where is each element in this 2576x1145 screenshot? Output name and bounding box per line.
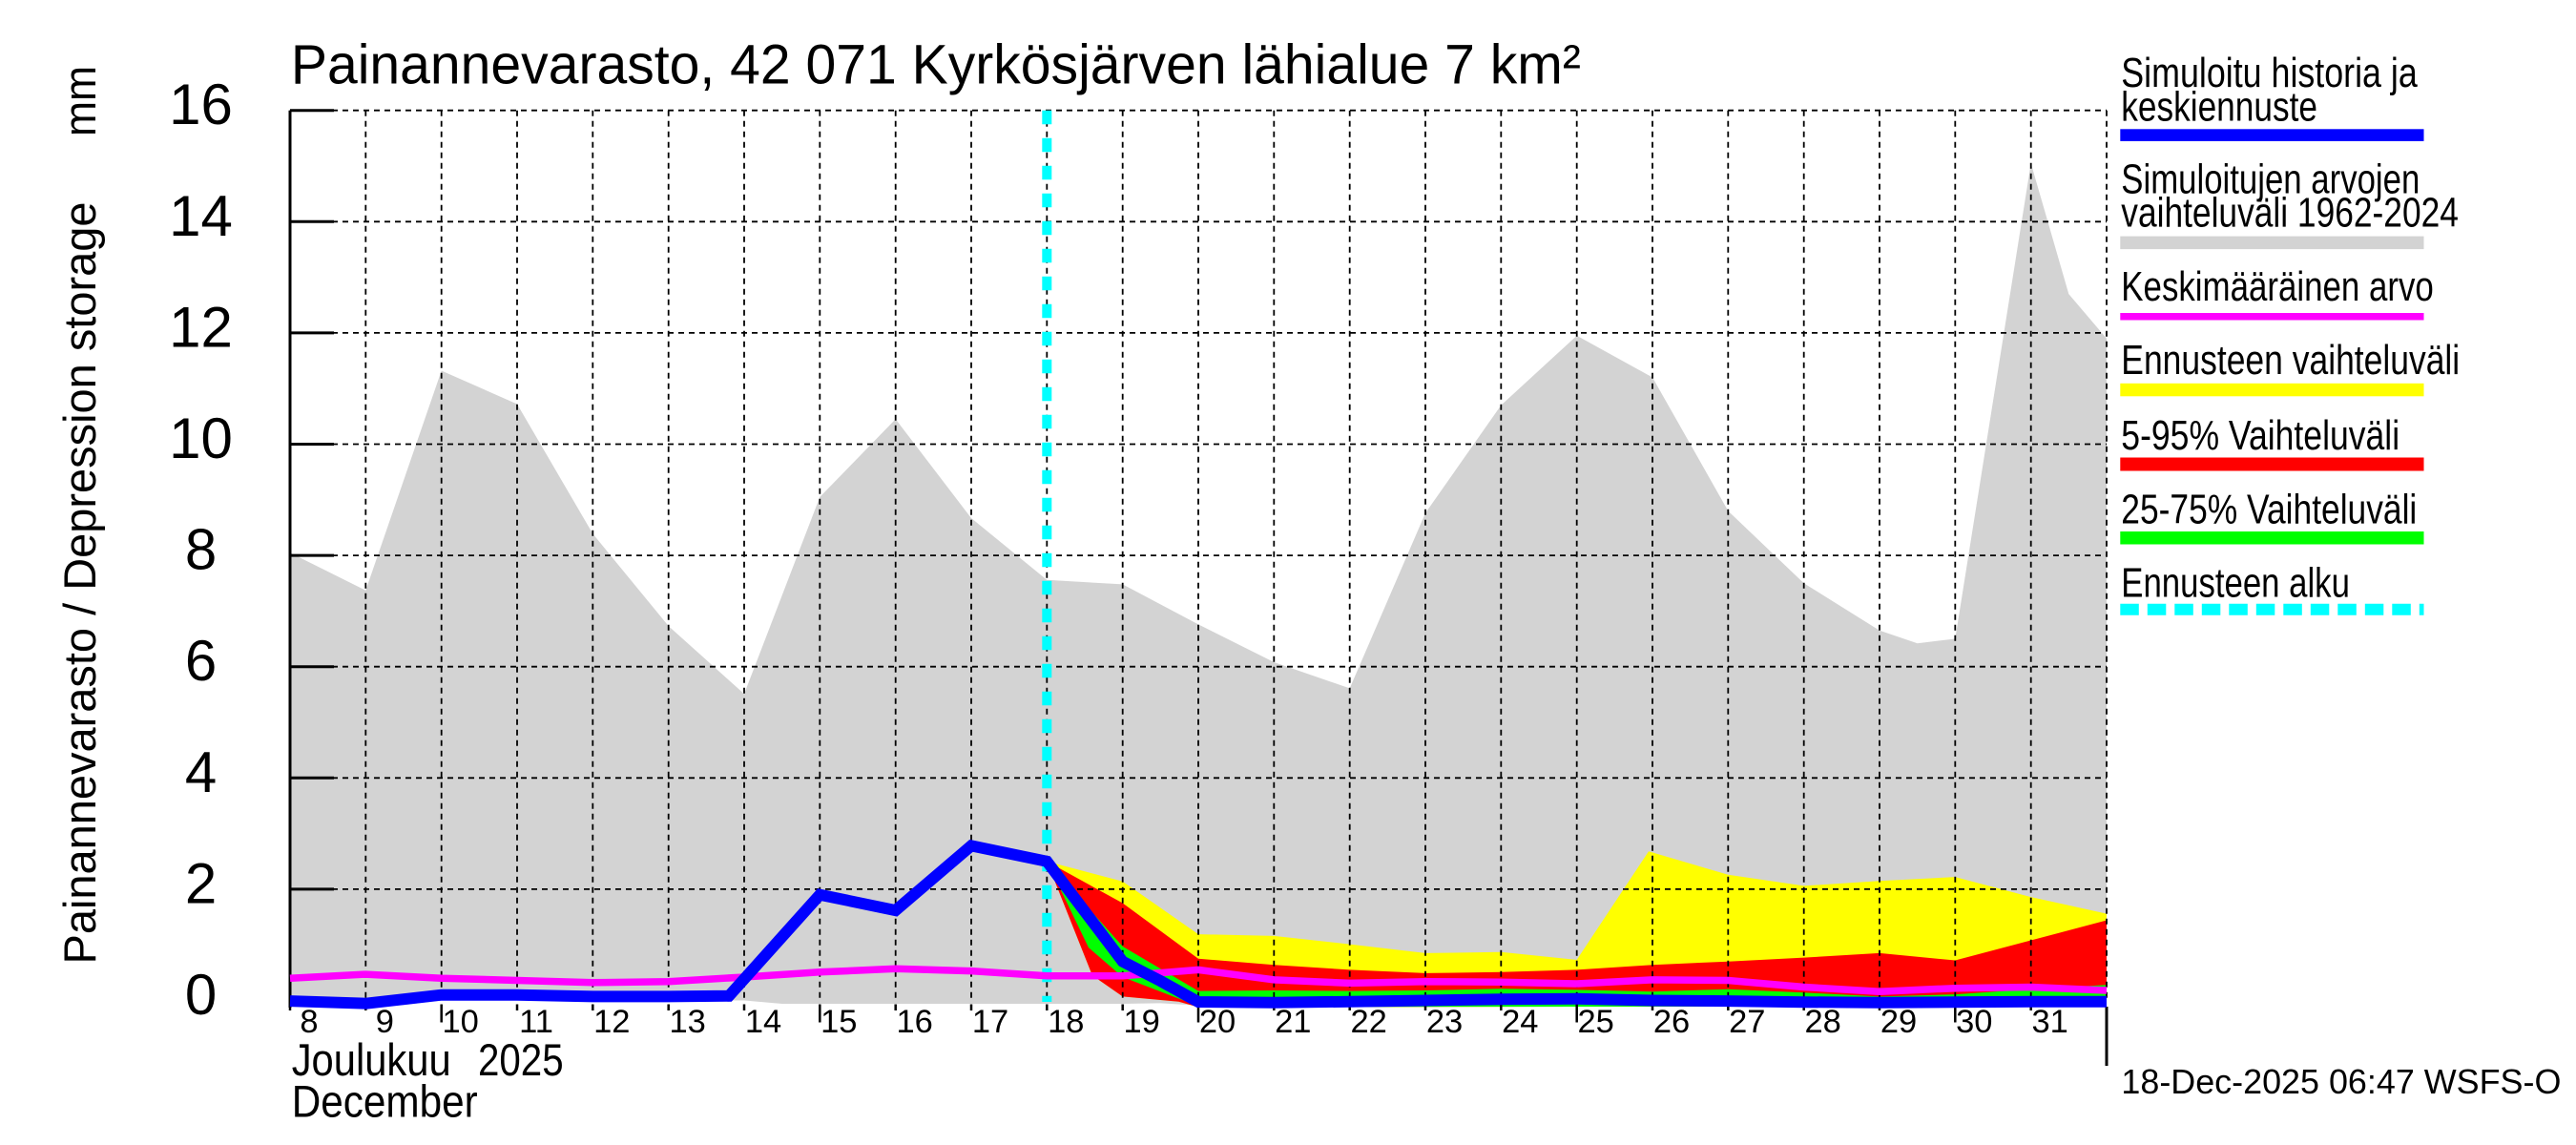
svg-text:4: 4 (185, 740, 217, 804)
svg-text:30: 30 (1956, 1004, 1992, 1040)
svg-text:18: 18 (1048, 1004, 1084, 1040)
svg-text:11: 11 (519, 1004, 553, 1040)
svg-text:2025: 2025 (478, 1034, 564, 1085)
svg-text:10: 10 (169, 406, 233, 470)
svg-text:27: 27 (1729, 1004, 1765, 1040)
svg-text:December: December (292, 1076, 478, 1127)
svg-text:17: 17 (972, 1004, 1008, 1040)
svg-text:23: 23 (1426, 1004, 1463, 1040)
svg-text:8: 8 (185, 518, 217, 582)
svg-text:25: 25 (1578, 1004, 1614, 1040)
svg-text:14: 14 (169, 184, 233, 248)
svg-text:16: 16 (169, 73, 233, 136)
svg-text:6: 6 (185, 629, 217, 693)
svg-text:26: 26 (1653, 1004, 1690, 1040)
svg-text:15: 15 (821, 1004, 857, 1040)
svg-text:8: 8 (300, 1004, 318, 1040)
svg-text:Painannevarasto, 42 071 Kyrkös: Painannevarasto, 42 071 Kyrkösjärven läh… (291, 34, 1581, 96)
svg-text:22: 22 (1351, 1004, 1387, 1040)
svg-text:Ennusteen vaihteluväli: Ennusteen vaihteluväli (2121, 337, 2460, 384)
svg-text:mm: mm (54, 66, 105, 136)
svg-text:2: 2 (185, 851, 217, 915)
svg-text:24: 24 (1502, 1004, 1538, 1040)
svg-text:28: 28 (1805, 1004, 1841, 1040)
svg-text:31: 31 (2032, 1004, 2068, 1040)
svg-text:Joulukuu: Joulukuu (292, 1034, 451, 1085)
svg-text:29: 29 (1880, 1004, 1917, 1040)
svg-text:0: 0 (185, 963, 217, 1027)
svg-text:5-95% Vaihteluväli: 5-95% Vaihteluväli (2121, 412, 2399, 459)
svg-text:Simuloitu historia ja: Simuloitu historia ja (2121, 50, 2418, 96)
svg-text:Painannevarasto / Depression s: Painannevarasto / Depression storage (54, 202, 105, 965)
svg-text:20: 20 (1199, 1004, 1236, 1040)
svg-text:Keskimääräinen arvo: Keskimääräinen arvo (2121, 263, 2434, 310)
svg-text:18-Dec-2025 06:47 WSFS-O: 18-Dec-2025 06:47 WSFS-O (2121, 1062, 2561, 1101)
svg-text:25-75% Vaihteluväli: 25-75% Vaihteluväli (2121, 486, 2417, 532)
svg-text:19: 19 (1124, 1004, 1160, 1040)
svg-text:keskiennuste: keskiennuste (2121, 83, 2317, 130)
svg-text:vaihteluväli 1962-2024: vaihteluväli 1962-2024 (2121, 190, 2459, 237)
svg-text:Simuloitujen arvojen: Simuloitujen arvojen (2121, 156, 2420, 202)
svg-text:13: 13 (670, 1004, 706, 1040)
svg-text:Ennusteen alku: Ennusteen alku (2121, 560, 2350, 607)
svg-text:12: 12 (169, 295, 233, 359)
svg-text:12: 12 (593, 1004, 630, 1040)
svg-text:14: 14 (745, 1004, 781, 1040)
svg-text:10: 10 (443, 1004, 479, 1040)
svg-text:21: 21 (1275, 1004, 1311, 1040)
svg-text:16: 16 (897, 1004, 933, 1040)
svg-text:9: 9 (376, 1004, 394, 1040)
